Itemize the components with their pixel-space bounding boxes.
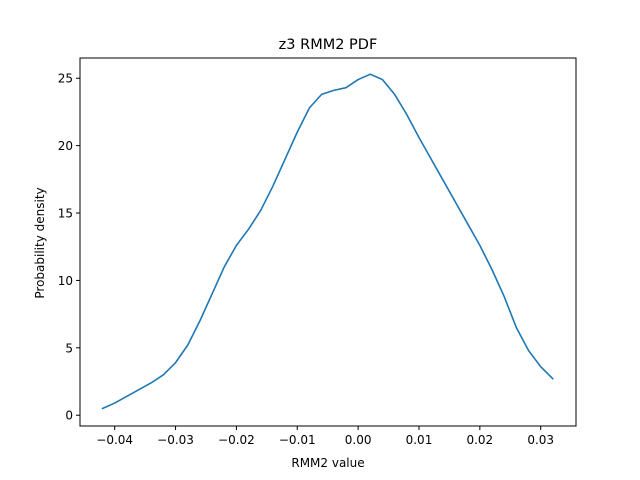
x-axis-label: RMM2 value — [291, 456, 364, 470]
axes-frame — [79, 57, 577, 427]
x-tick-label: −0.04 — [96, 433, 133, 447]
y-tick-label: 5 — [65, 341, 73, 355]
x-tick-label: −0.01 — [279, 433, 316, 447]
y-tick-label: 10 — [58, 274, 73, 288]
x-tick-label: 0.01 — [406, 433, 433, 447]
y-tick-label: 0 — [65, 409, 73, 423]
x-axis-ticks: −0.04 −0.03 −0.02 −0.01 0.00 0.01 0.02 0.03 — [96, 426, 554, 447]
plot-area — [101, 73, 554, 410]
chart-title: z3 RMM2 PDF — [279, 37, 378, 53]
x-tick-label: −0.03 — [157, 433, 194, 447]
x-tick-label: 0.03 — [527, 433, 554, 447]
x-tick-label: 0.02 — [466, 433, 493, 447]
series-line-0 — [101, 73, 554, 410]
y-axis-ticks: 0 5 10 15 20 25 — [58, 72, 80, 423]
y-axis-label: Probability density — [33, 187, 47, 298]
x-tick-label: 0.00 — [345, 433, 372, 447]
x-tick-label: −0.02 — [218, 433, 255, 447]
y-tick-label: 25 — [58, 72, 73, 86]
y-tick-label: 15 — [58, 207, 73, 221]
y-tick-label: 20 — [58, 139, 73, 153]
